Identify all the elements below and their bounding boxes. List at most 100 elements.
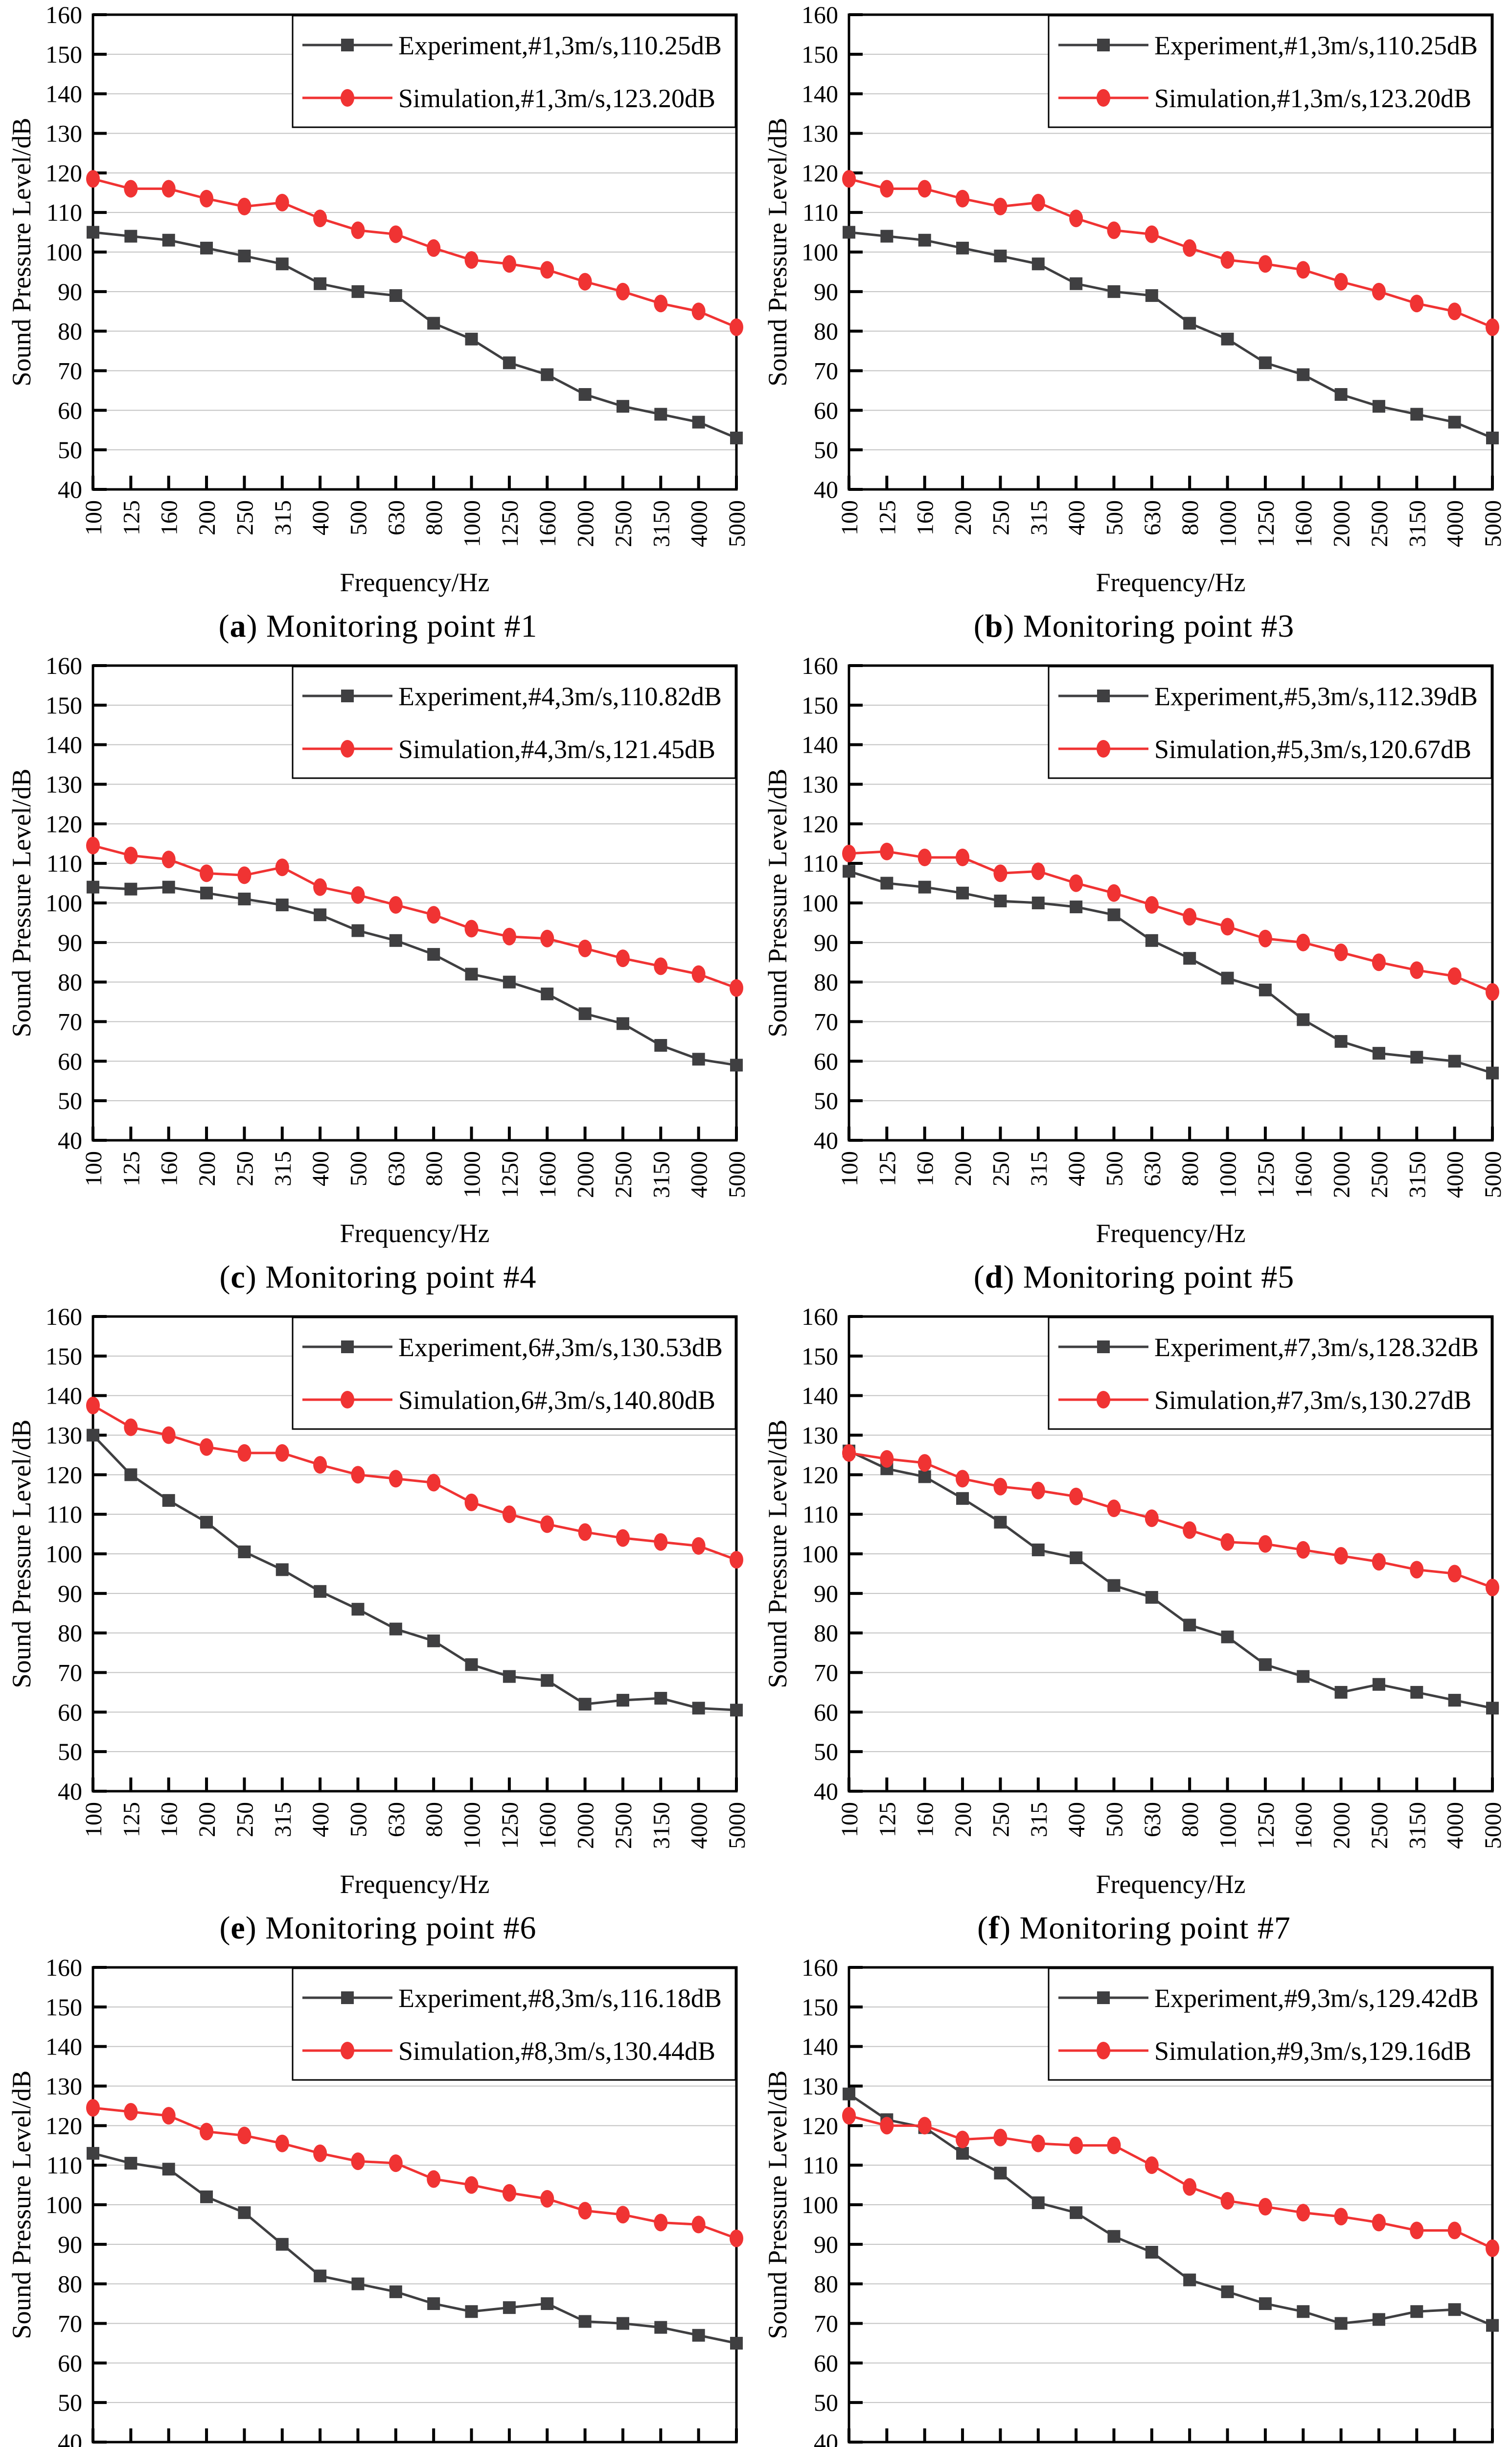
experiment-marker [956,886,969,900]
simulation-marker [578,273,592,291]
y-tick-label: 70 [58,2310,82,2337]
y-axis-title: Sound Pressure Level/dB [763,769,792,1038]
y-tick-label: 140 [46,1382,82,1409]
experiment-marker [578,1007,592,1020]
x-tick-label: 1000 [459,1151,485,1198]
legend-label-simulation: Simulation,#9,3m/s,129.16dB [1154,2036,1471,2066]
y-tick-label: 40 [58,476,82,503]
simulation-marker [842,844,856,862]
experiment-marker [1183,2273,1196,2286]
x-tick-label: 4000 [687,500,712,547]
x-tick-label: 250 [232,1151,258,1186]
experiment-marker [692,1702,705,1715]
caption-paren-open: ( [977,1910,989,1946]
x-tick-label: 160 [913,1802,939,1837]
experiment-marker [238,1545,251,1558]
simulation-marker [540,2190,554,2208]
y-tick-label: 130 [802,120,838,147]
simulation-marker [1334,2208,1348,2226]
simulation-marker [313,1456,327,1474]
experiment-marker [162,233,175,247]
experiment-marker [956,2147,969,2160]
x-tick-label: 5000 [724,1802,750,1849]
x-tick-label: 500 [1101,500,1127,535]
experiment-marker [1448,416,1461,429]
series-simulation [86,2099,743,2247]
x-tick-label: 1000 [1215,1151,1241,1198]
x-tick-label: 2000 [573,1151,599,1198]
experiment-marker [1221,1630,1234,1643]
y-tick-label: 150 [802,1993,838,2021]
experiment-marker [1183,952,1196,965]
y-tick-label: 80 [58,318,82,345]
simulation-marker [1220,918,1235,936]
y-tick-label: 50 [58,1087,82,1114]
simulation-marker [1107,1500,1121,1518]
legend: Experiment,#5,3m/s,112.39dB Simulation,#5… [1048,666,1492,779]
y-axis: 40 50 60 70 80 90 100 110 120 130 140 150 160 [46,1,107,503]
simulation-marker [464,2176,479,2194]
simulation-marker [275,2134,289,2152]
legend-label-experiment: Experiment,#9,3m/s,129.42dB [1154,1984,1479,2013]
simulation-marker [1334,273,1348,291]
experiment-marker [124,230,137,243]
x-tick-label: 5000 [1480,1802,1506,1849]
x-tick-label: 1250 [1253,1802,1279,1849]
y-axis-title: Sound Pressure Level/dB [7,1420,36,1688]
series-experiment [87,2147,743,2350]
experiment-marker [503,2301,516,2314]
caption-paren-open: ( [973,1259,985,1295]
x-tick-label: 160 [157,1802,183,1837]
experiment-marker [238,250,251,263]
x-tick-label: 315 [1026,1151,1052,1186]
x-tick-label: 160 [913,1151,939,1186]
y-tick-label: 40 [814,1127,838,1154]
x-tick-label: 125 [874,500,900,535]
chart-f-caption: (f) Monitoring point #7 [977,1909,1291,1953]
experiment-marker [1486,1702,1499,1715]
y-tick-label: 150 [802,41,838,68]
experiment-marker [427,2297,440,2310]
simulation-marker [540,929,554,947]
chart-g: 40 50 60 70 80 90 100 110 120 130 140 150 160 1001251… [0,1953,756,2447]
experiment-marker [1145,1591,1158,1604]
simulation-marker [1296,1541,1310,1559]
simulation-marker [502,255,516,273]
simulation-marker [1486,2239,1499,2257]
x-tick-label: 400 [1064,500,1090,535]
y-tick-label: 160 [802,1954,838,1981]
simulation-marker [842,2107,856,2125]
simulation-marker [880,842,894,860]
y-tick-label: 70 [814,2310,838,2337]
experiment-marker [200,2190,213,2203]
simulation-marker [578,1523,592,1541]
legend-simulation-marker [341,89,354,107]
simulation-marker [691,1537,706,1555]
chart-h-canvas: 40 50 60 70 80 90 100 110 120 130 140 150 160 1001251… [763,1954,1499,2447]
simulation-marker [1107,2136,1121,2154]
simulation-marker [86,170,100,188]
x-tick-label: 500 [1101,1802,1127,1837]
simulation-marker [1145,896,1159,914]
x-tick-label: 500 [1101,1151,1127,1186]
y-tick-label: 80 [814,1619,838,1647]
experiment-marker [200,1516,213,1529]
experiment-marker [692,1053,705,1066]
experiment-marker [1070,277,1083,290]
caption-letter: a [229,608,247,644]
simulation-marker [880,180,894,198]
x-tick-label: 1600 [1291,1151,1317,1198]
y-tick-label: 110 [46,2151,82,2179]
simulation-marker [427,2170,441,2188]
x-axis-title: Frequency/Hz [340,568,490,597]
simulation-marker [956,189,970,208]
simulation-marker [616,282,630,300]
y-tick-label: 140 [46,2033,82,2060]
y-tick-label: 160 [802,652,838,679]
simulation-marker [200,189,214,208]
legend: Experiment,#4,3m/s,110.82dB Simulation,#4… [292,666,736,779]
y-tick-label: 150 [46,1342,82,1370]
caption-letter: c [230,1259,246,1295]
experiment-marker [1448,2303,1461,2316]
